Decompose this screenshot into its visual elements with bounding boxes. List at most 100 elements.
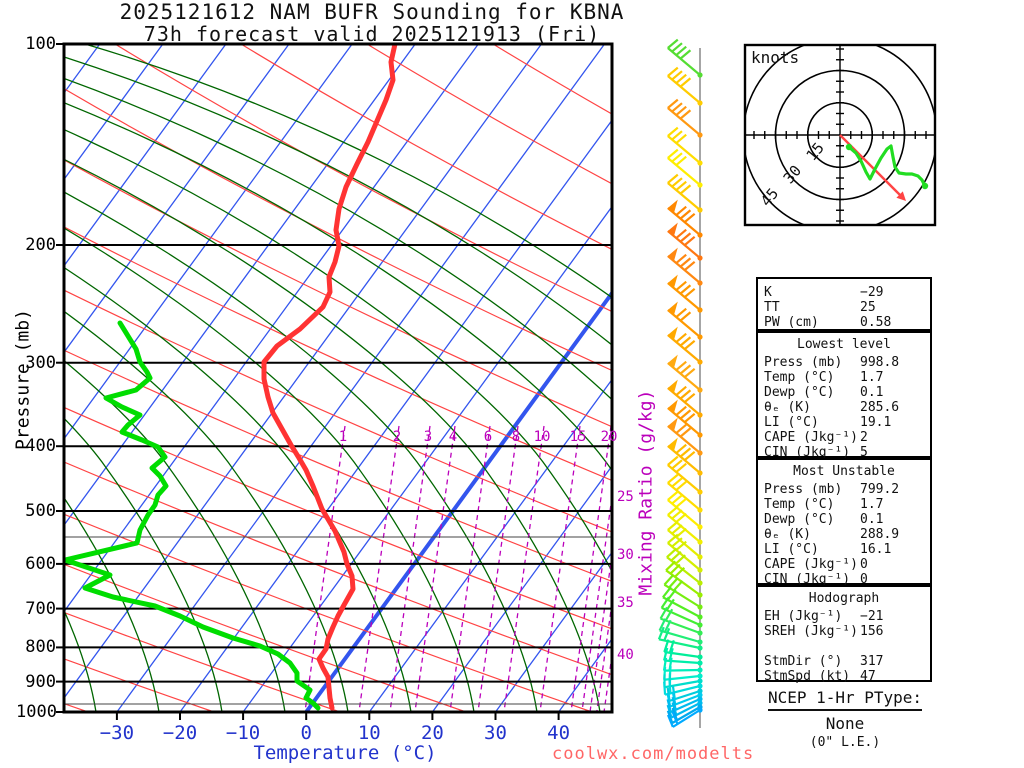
stats-box-title: Hodograph: [808, 591, 880, 606]
stats-box-title: Lowest level: [797, 337, 891, 352]
stats-row-label: CAPE (Jkg⁻¹): [764, 557, 858, 572]
wind-barb: [667, 301, 703, 340]
watermark-link[interactable]: coolwx.com/modelts: [552, 744, 755, 764]
stats-row: StmDir (°) 317: [758, 654, 930, 669]
stats-row: K −29: [758, 285, 930, 300]
temperature-curve: [261, 44, 398, 711]
wind-barb: [662, 586, 703, 620]
temp-tick-label: −20: [162, 722, 198, 744]
stats-row: Dewp (°C) 0.1: [758, 385, 930, 400]
stats-row-value: 16.1: [860, 542, 892, 557]
wind-barb: [667, 38, 703, 78]
stats-row-value: 288.9: [860, 527, 900, 542]
wind-barb: [667, 326, 703, 365]
dewpoint-curve: [64, 320, 321, 711]
stats-box: Hodograph EH (Jkg⁻¹) −21 SREH (Jkg⁻¹) 156 Stm…: [756, 585, 932, 684]
wind-barb: [667, 148, 703, 188]
stats-row: θₑ (K) 288.9: [758, 527, 930, 542]
stats-row-value: 156: [860, 624, 884, 639]
stats-row-value: 0.1: [860, 512, 884, 527]
wind-barb: [665, 560, 703, 598]
mixing-ratio-label: 1: [338, 429, 348, 445]
stats-row-label: LI (°C): [764, 542, 819, 557]
stats-row: CAPE (Jkg⁻¹) 2: [758, 430, 930, 445]
temp-tick-label: 20: [420, 722, 444, 744]
wind-barb: [657, 626, 703, 651]
storm-motion-arrowhead: [896, 191, 906, 201]
wind-barb: [667, 222, 703, 261]
stats-row-label: K: [764, 285, 772, 300]
wind-barb: [658, 618, 703, 645]
wind-barb: [667, 473, 703, 513]
pressure-tick-label: 200: [25, 235, 56, 255]
stats-row-label: StmSpd (kt): [764, 669, 851, 684]
stats-row-value: 1.7: [860, 370, 884, 385]
stats-row-value: 0.1: [860, 385, 884, 400]
mixing-ratio-label: 3: [423, 429, 433, 445]
wind-barb: [667, 417, 703, 456]
stats-box: K −29 TT 25 PW (cm) 0.58: [756, 277, 932, 331]
wind-barb: [659, 606, 703, 636]
temp-tick-label: 30: [484, 722, 507, 744]
stats-row-label: Dewp (°C): [764, 385, 835, 400]
wind-barb: [666, 707, 703, 728]
mixing-ratio-axis-label: Mixing Ratio (g/kg): [635, 389, 657, 596]
stats-row: Press (mb) 998.8: [758, 355, 930, 370]
ptype-block: NCEP 1-Hr PType: None (0" L.E.): [756, 688, 934, 750]
stats-row-label: CIN (Jkg⁻¹): [764, 445, 851, 460]
stats-row: θₑ (K) 285.6: [758, 400, 930, 415]
stats-row-label: Temp (°C): [764, 497, 835, 512]
pressure-tick-label: 100: [25, 34, 56, 54]
wind-barb: [667, 490, 703, 530]
wind-barb: [667, 126, 703, 166]
wind-barb: [667, 66, 703, 106]
temp-tick-label: −30: [99, 722, 135, 744]
stats-row-value: 0: [860, 557, 868, 572]
wind-barb: [667, 199, 703, 238]
wind-barb: [667, 399, 703, 438]
mixing-ratio-label: 4: [448, 429, 458, 445]
stats-row: SREH (Jkg⁻¹) 156: [758, 624, 930, 639]
stats-row-label: EH (Jkg⁻¹): [764, 609, 843, 624]
stats-row-value: 285.6: [860, 400, 900, 415]
stats-row: TT 25: [758, 300, 930, 315]
mixing-ratio-label: 8: [511, 429, 521, 445]
wind-barb: [667, 505, 703, 545]
wind-barb: [667, 354, 703, 393]
pressure-tick-label: 600: [25, 553, 56, 574]
hodograph-units-label: knots: [751, 48, 800, 67]
stats-row: Dewp (°C) 0.1: [758, 512, 930, 527]
stats-row: StmSpd (kt) 47: [758, 669, 930, 684]
wind-barb: [667, 173, 703, 213]
temp-tick-label: 10: [357, 722, 381, 744]
stats-row-value: 317: [860, 654, 884, 669]
mixing-ratio-label: 2: [392, 429, 402, 445]
mixing-ratio-label: 20: [600, 429, 618, 445]
plot-frame: [56, 42, 614, 720]
stats-row-value: 5: [860, 445, 868, 460]
temp-tick-label: 0: [300, 722, 312, 744]
wind-barb: [667, 247, 703, 286]
mixing-ratio-label: 6: [483, 429, 493, 445]
stats-row-value: −29: [860, 285, 884, 300]
stats-row-label: Press (mb): [764, 355, 843, 370]
stats-row-label: LI (°C): [764, 415, 819, 430]
stats-row-value: 998.8: [860, 355, 900, 370]
stats-row: Temp (°C) 1.7: [758, 497, 930, 512]
stats-row-value: 1.7: [860, 497, 884, 512]
wind-barb: [663, 639, 703, 660]
stats-row-value: 0.58: [860, 315, 892, 330]
stats-box-title: Most Unstable: [793, 464, 895, 479]
hodograph-ring-label: 15: [802, 139, 827, 164]
stats-row-label: TT: [764, 300, 780, 315]
stats-row-value: −21: [860, 609, 884, 624]
stats-row-value: 0: [860, 572, 868, 587]
stats-row-label: CIN (Jkg⁻¹): [764, 572, 851, 587]
ptype-title: NCEP 1-Hr PType:: [767, 688, 923, 711]
stats-row-label: θₑ (K): [764, 400, 811, 415]
chart-title-line2: 73h forecast valid 2025121913 (Fri): [143, 22, 601, 46]
stats-row-value: 47: [860, 669, 876, 684]
hodograph-ring-label: 45: [757, 185, 782, 210]
stats-row: Temp (°C) 1.7: [758, 370, 930, 385]
